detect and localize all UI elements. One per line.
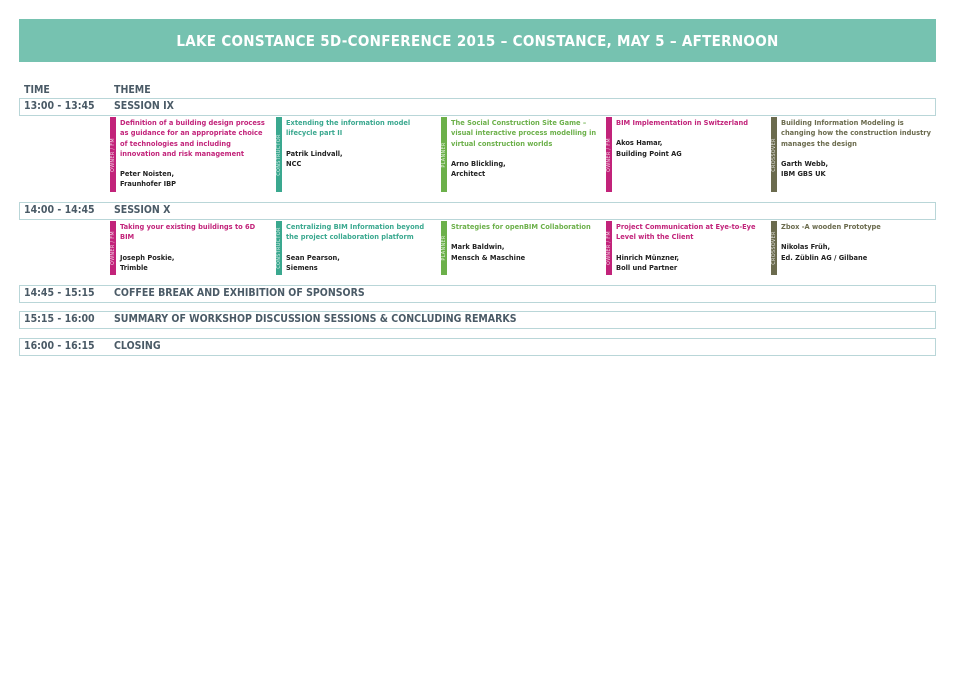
talk-card: CONSTRUCTOR Extending the information mo… — [276, 117, 436, 192]
talk-card: OWNER / FM Taking your existing building… — [110, 221, 270, 275]
talk-title: Zbox -A wooden Prototype — [781, 222, 881, 231]
talk-title: Centralizing BIM Information beyond the … — [286, 222, 425, 242]
row-label: COFFEE BREAK AND EXHIBITION OF SPONSORS — [114, 287, 365, 299]
speaker-name: Sean Pearson, — [286, 252, 340, 262]
theme-header: THEME — [114, 84, 151, 96]
speaker-name: Hinrich Münzner, — [616, 252, 680, 262]
talk-card: OWNER / FM Definition of a building desi… — [110, 117, 270, 192]
schedule-row: 15:15 - 16:00 SUMMARY OF WORKSHOP DISCUS… — [19, 311, 936, 329]
speaker-org: Fraunhofer IBP — [120, 179, 177, 189]
speaker-name: Peter Noisten, — [120, 169, 174, 179]
speaker-name: Patrik Lindvall, — [286, 148, 343, 158]
time-slot: 15:15 - 16:00 — [24, 313, 95, 325]
category-bar: OWNER / FM — [606, 221, 612, 275]
talk-card: OWNER / FM BIM Implementation in Switzer… — [606, 117, 766, 192]
talk-card: CONSTRUCTOR Centralizing BIM Information… — [276, 221, 436, 275]
row-label: CLOSING — [114, 340, 161, 352]
category-label: OWNER / FM — [605, 231, 612, 265]
category-label: CROSSOVER — [770, 137, 777, 172]
category-label: PLANNER — [440, 235, 447, 261]
time-slot: 16:00 - 16:15 — [24, 340, 95, 352]
speaker-org: NCC — [286, 158, 302, 168]
talk-title: Strategies for openBIM Collaboration — [451, 222, 591, 231]
talk-title: The Social Construction Site Game – visu… — [451, 118, 597, 148]
talk-title: BIM Implementation in Switzerland — [616, 118, 748, 127]
talk-card: OWNER / FM Project Communication at Eye-… — [606, 221, 766, 275]
talk-card: CROSSOVER Building Information Modeling … — [771, 117, 931, 192]
row-label: SUMMARY OF WORKSHOP DISCUSSION SESSIONS … — [114, 313, 517, 325]
category-bar: CONSTRUCTOR — [276, 221, 282, 275]
category-bar: OWNER / FM — [110, 117, 116, 192]
speaker-org: Architect — [451, 169, 486, 179]
time-slot: 14:00 - 14:45 — [24, 204, 95, 216]
category-label: OWNER / FM — [109, 231, 116, 265]
category-label: CONSTRUCTOR — [275, 227, 282, 269]
category-bar: PLANNER — [441, 117, 447, 192]
talk-card: PLANNER The Social Construction Site Gam… — [441, 117, 601, 192]
talk-title: Definition of a building design process … — [120, 118, 265, 158]
time-header: TIME — [24, 84, 50, 96]
talk-title: Extending the information model lifecycl… — [286, 118, 411, 138]
speaker-name: Arno Blickling, — [451, 158, 506, 168]
talk-title: Project Communication at Eye-to-Eye Leve… — [616, 222, 756, 242]
speaker-name: Joseph Poskie, — [120, 252, 175, 262]
speaker-name: Mark Baldwin, — [451, 242, 505, 252]
speaker-name: Nikolas Früh, — [781, 242, 831, 252]
schedule-row: 14:45 - 15:15 COFFEE BREAK AND EXHIBITIO… — [19, 285, 936, 303]
speaker-org: Boll und Partner — [616, 262, 678, 272]
category-label: CROSSOVER — [770, 231, 777, 265]
category-label: OWNER / FM — [605, 137, 612, 172]
speaker-name: Garth Webb, — [781, 158, 829, 168]
row-label: SESSION X — [114, 204, 171, 216]
category-bar: OWNER / FM — [110, 221, 116, 275]
talk-title: Taking your existing buildings to 6D BIM — [120, 222, 256, 242]
category-label: OWNER / FM — [109, 137, 116, 172]
time-slot: 13:00 - 13:45 — [24, 100, 95, 112]
time-slot: 14:45 - 15:15 — [24, 287, 95, 299]
speaker-org: Trimble — [120, 262, 148, 272]
talk-title: Building Information Modeling is changin… — [781, 118, 931, 148]
speaker-org: Ed. Züblin AG / Gilbane — [781, 252, 868, 262]
category-label: CONSTRUCTOR — [275, 133, 282, 176]
talk-card: PLANNER Strategies for openBIM Collabora… — [441, 221, 601, 275]
speaker-org: Siemens — [286, 262, 318, 272]
schedule-row: 13:00 - 13:45 SESSION IX — [19, 98, 936, 116]
category-bar: CROSSOVER — [771, 117, 777, 192]
talk-card: CROSSOVER Zbox -A wooden Prototype Nikol… — [771, 221, 931, 275]
category-bar: OWNER / FM — [606, 117, 612, 192]
schedule-row: 14:00 - 14:45 SESSION X — [19, 202, 936, 220]
schedule-row: 16:00 - 16:15 CLOSING — [19, 338, 936, 356]
category-bar: PLANNER — [441, 221, 447, 275]
category-bar: CONSTRUCTOR — [276, 117, 282, 192]
page-title: LAKE CONSTANCE 5D-CONFERENCE 2015 – CONS… — [19, 19, 936, 62]
category-bar: CROSSOVER — [771, 221, 777, 275]
speaker-org: Building Point AG — [616, 148, 682, 158]
speaker-org: Mensch & Maschine — [451, 252, 526, 262]
row-label: SESSION IX — [114, 100, 174, 112]
speaker-org: IBM GBS UK — [781, 169, 826, 179]
speaker-name: Akos Hamar, — [616, 138, 663, 148]
category-label: PLANNER — [440, 141, 447, 168]
